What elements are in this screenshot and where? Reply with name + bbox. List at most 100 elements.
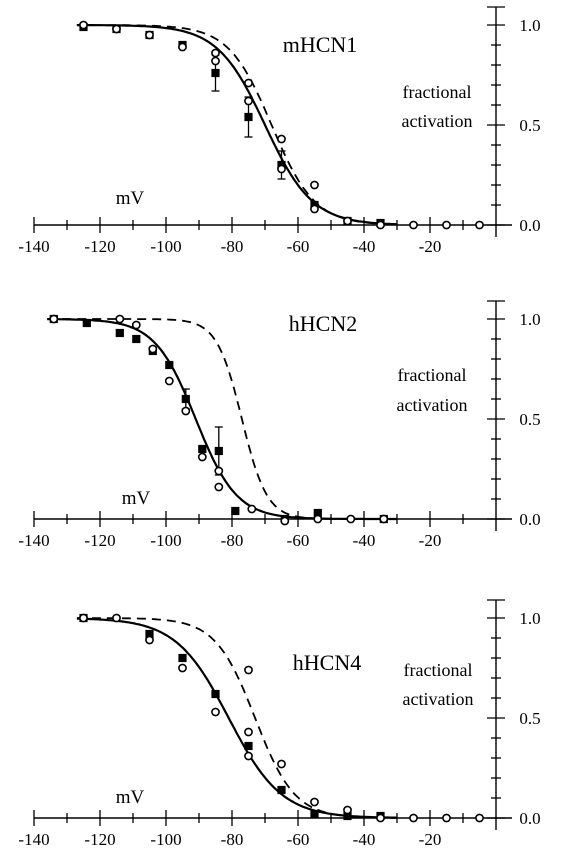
- data-point-square: [82, 318, 91, 328]
- data-point-circle: [112, 24, 121, 34]
- data-point-circle: [376, 813, 385, 823]
- x-tick-label: -80: [221, 830, 244, 849]
- data-point-circle: [115, 314, 125, 324]
- data-point-circle: [244, 751, 253, 761]
- data-point-circle: [244, 96, 253, 106]
- data-point-circle: [49, 314, 59, 324]
- data-point-circle: [247, 504, 257, 514]
- data-point-circle: [343, 216, 352, 226]
- x-tick-label: -140: [18, 531, 49, 550]
- data-point-circle: [442, 813, 451, 823]
- fit-curve-series-0: [47, 318, 397, 521]
- data-point-circle: [181, 406, 191, 416]
- data-point-circle: [145, 30, 154, 40]
- x-axis-label: mV: [116, 787, 145, 808]
- data-point-circle: [79, 20, 88, 30]
- panel-title: hHCN2: [289, 311, 357, 336]
- data-point-circle: [164, 376, 174, 386]
- data-point-circle: [475, 813, 484, 823]
- x-tick-label: -120: [84, 531, 115, 550]
- data-point-circle: [178, 42, 187, 52]
- data-point-circle: [145, 635, 154, 645]
- x-tick-label: -120: [84, 237, 115, 256]
- x-tick-label: -40: [353, 237, 376, 256]
- data-point-square: [277, 785, 286, 795]
- data-point-circle: [79, 613, 88, 623]
- data-point-circle: [310, 204, 319, 214]
- x-tick-label: -60: [287, 531, 310, 550]
- x-tick-label: -20: [419, 531, 442, 550]
- data-point-square: [244, 741, 253, 751]
- data-point-circle: [277, 164, 286, 174]
- data-point-circle: [442, 220, 451, 230]
- data-point-circle: [131, 320, 141, 330]
- y-tick-label: 0.5: [519, 410, 540, 429]
- x-tick-label: -40: [353, 830, 376, 849]
- data-point-circle: [277, 134, 286, 144]
- data-point-circle: [178, 663, 187, 673]
- data-point-square: [165, 360, 174, 370]
- data-point-circle: [379, 514, 389, 524]
- data-point-circle: [409, 813, 418, 823]
- x-tick-label: -60: [287, 237, 310, 256]
- y-axis-label: activation: [403, 689, 474, 709]
- y-axis-label: fractional: [398, 365, 467, 385]
- data-point-circle: [197, 452, 207, 462]
- data-point-circle: [409, 220, 418, 230]
- data-point-circle: [112, 613, 121, 623]
- x-tick-label: -100: [150, 830, 181, 849]
- y-tick-label: 0.5: [519, 116, 540, 135]
- data-point-circle: [280, 516, 290, 526]
- data-point-circle: [475, 220, 484, 230]
- y-tick-label: 0.0: [519, 510, 540, 529]
- data-point-circle: [244, 78, 253, 88]
- data-point-square: [132, 334, 141, 344]
- x-tick-label: -40: [353, 531, 376, 550]
- data-point-circle: [211, 707, 220, 717]
- data-point-circle: [310, 180, 319, 190]
- x-tick-label: -80: [221, 237, 244, 256]
- data-point-square: [310, 809, 319, 819]
- panel-hhcn2: -140 -120 -100 -80 -60 -40 -20 0.0 0.5 1.0 hHCN2 fr…: [18, 300, 541, 550]
- x-tick-label: -140: [18, 830, 49, 849]
- y-axis-label: activation: [397, 395, 468, 415]
- data-point-circle: [343, 805, 352, 815]
- data-point-square: [178, 653, 187, 663]
- y-tick-label: 1.0: [519, 310, 540, 329]
- y-axis-label: fractional: [404, 660, 473, 680]
- data-point-square: [214, 446, 223, 456]
- data-point-square: [244, 112, 253, 122]
- data-point-square: [198, 444, 207, 454]
- data-point-circle: [310, 797, 319, 807]
- panel-title: mHCN1: [283, 32, 358, 57]
- x-tick-label: -120: [84, 830, 115, 849]
- x-axis-label: mV: [116, 188, 145, 209]
- data-point-square: [231, 506, 240, 516]
- data-point-square: [211, 689, 220, 699]
- fit-curve-series-1: [76, 617, 397, 819]
- data-point-circle: [214, 466, 224, 476]
- x-tick-label: -20: [419, 830, 442, 849]
- data-point-circle: [211, 48, 220, 58]
- data-point-circle: [148, 344, 158, 354]
- x-tick-label: -140: [18, 237, 49, 256]
- x-axis-label: mV: [122, 488, 151, 509]
- data-point-circle: [244, 665, 253, 675]
- panel-hhcn4: -140 -120 -100 -80 -60 -40 -20 0.0 0.5 1.0 hHCN4 fr…: [18, 599, 541, 849]
- data-point-circle: [277, 759, 286, 769]
- y-axis-label: activation: [402, 111, 473, 131]
- data-point-circle: [211, 56, 220, 66]
- x-tick-label: -100: [150, 531, 181, 550]
- data-point-square: [181, 394, 190, 404]
- data-point-square: [115, 328, 124, 338]
- x-tick-label: -60: [287, 830, 310, 849]
- x-tick-label: -80: [221, 531, 244, 550]
- y-tick-label: 0.0: [519, 216, 540, 235]
- data-point-circle: [313, 514, 323, 524]
- y-tick-label: 0.0: [519, 809, 540, 828]
- x-tick-label: -100: [150, 237, 181, 256]
- data-point-circle: [346, 514, 356, 524]
- y-axis-label: fractional: [403, 82, 472, 102]
- data-point-circle: [376, 220, 385, 230]
